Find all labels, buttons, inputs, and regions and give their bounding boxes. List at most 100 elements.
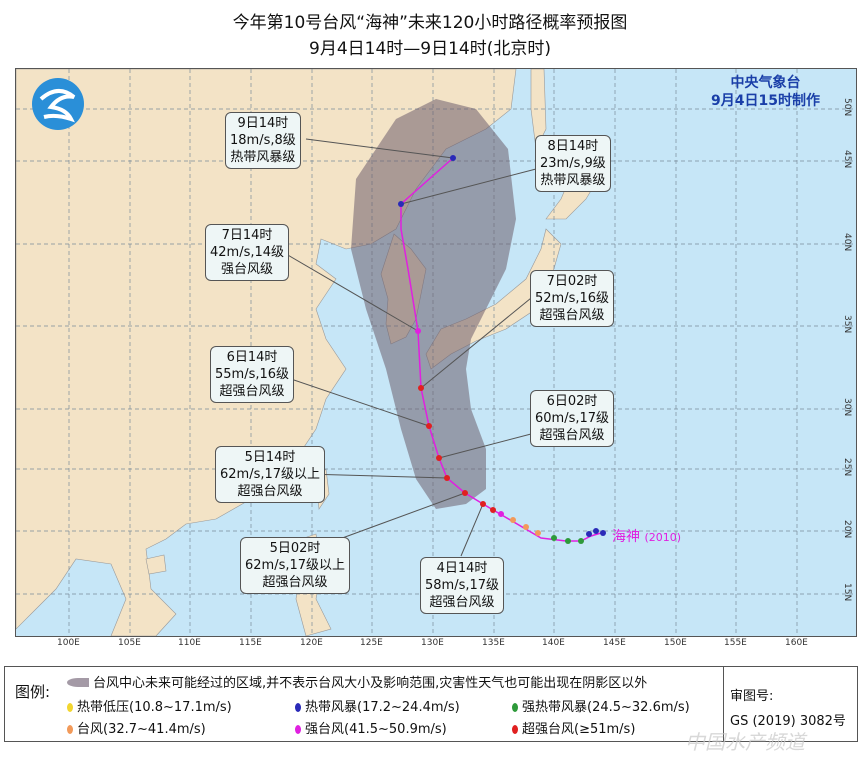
- callout-time: 6日02时: [546, 394, 598, 409]
- issue-time: 9月4日15时制作: [711, 93, 820, 109]
- legend-label: 强热带风暴(24.5~32.6m/s): [522, 700, 690, 715]
- legend-divider: [723, 667, 724, 741]
- watermark: 中国水产频道: [685, 730, 805, 754]
- callout-wind: 55m/s,16级: [215, 367, 290, 382]
- callout-wind: 58m/s,17级: [425, 578, 500, 593]
- land-hainan: [145, 554, 167, 575]
- review-number: GS (2019) 3082号: [730, 714, 846, 729]
- callout-level: 热带风暴级: [540, 173, 606, 188]
- typhoon-track-map: [15, 68, 857, 637]
- track-point: [510, 517, 516, 523]
- callout-wind: 60m/s,17级: [535, 411, 610, 426]
- callout-time: 6日14时: [226, 350, 278, 365]
- cma-logo: [32, 78, 84, 130]
- callout-level: 超强台风级: [429, 595, 495, 610]
- legend-item: 超强台风(≥51m/s): [512, 718, 635, 737]
- lat-tick: 40N: [842, 233, 852, 252]
- track-point: [418, 385, 424, 391]
- track-point: [498, 511, 504, 517]
- forecast-callout: 8日14时 23m/s,9级 热带风暴级: [535, 135, 611, 192]
- callout-time: 4日14时: [436, 561, 488, 576]
- track-point: [490, 507, 496, 513]
- typhoon-name-label: 海神 (2010): [612, 526, 681, 546]
- callout-wind: 52m/s,16级: [535, 291, 610, 306]
- review-label: 审图号:: [730, 689, 774, 704]
- lat-tick: 15N: [842, 583, 852, 602]
- lon-tick: 135E: [482, 638, 505, 648]
- map-title: 今年第10号台风“海神”未来120小时路径概率预报图: [232, 13, 628, 33]
- lon-tick: 105E: [118, 638, 141, 648]
- agency-name: 中央气象台: [730, 75, 801, 91]
- legend-item: 热带风暴(17.2~24.4m/s): [295, 696, 460, 715]
- track-point: [593, 528, 599, 534]
- callout-wind: 23m/s,9级: [540, 156, 606, 171]
- callout-time: 8日14时: [547, 139, 599, 154]
- callout-time: 5日02时: [269, 541, 321, 556]
- lon-tick: 140E: [542, 638, 565, 648]
- lat-tick: 35N: [842, 315, 852, 334]
- legend-item: 强热带风暴(24.5~32.6m/s): [512, 696, 690, 715]
- callout-time: 7日02时: [546, 274, 598, 289]
- callout-wind: 42m/s,14级: [210, 245, 285, 260]
- callout-level: 强台风级: [221, 262, 274, 277]
- legend-label: 热带低压(10.8~17.1m/s): [77, 700, 232, 715]
- track-point: [535, 530, 541, 536]
- typhoon-symbol-icon: [67, 725, 73, 734]
- forecast-callout: 6日02时 60m/s,17级 超强台风级: [530, 390, 615, 447]
- forecast-callout: 7日14时 42m/s,14级 强台风级: [205, 224, 290, 281]
- legend-label: 热带风暴(17.2~24.4m/s): [305, 700, 460, 715]
- lat-tick: 25N: [842, 458, 852, 477]
- track-point: [426, 423, 432, 429]
- typhoon-symbol-icon: [67, 703, 73, 712]
- track-points: [398, 155, 606, 544]
- map-canvas: [15, 68, 856, 637]
- lon-tick: 160E: [785, 638, 808, 648]
- track-point: [444, 475, 450, 481]
- legend-label: 超强台风(≥51m/s): [522, 722, 636, 737]
- lon-tick: 120E: [300, 638, 323, 648]
- typhoon-symbol-icon: [295, 703, 301, 712]
- lat-tick: 45N: [842, 150, 852, 169]
- legend-label: 强台风(41.5~50.9m/s): [305, 722, 447, 737]
- legend-item: 台风(32.7~41.4m/s): [67, 718, 206, 737]
- legend-cone: 台风中心未来可能经过的区域,并不表示台风大小及影响范围,灾害性天气也可能出现在阴…: [67, 672, 647, 691]
- callout-level: 超强台风级: [262, 575, 328, 590]
- callout-level: 超强台风级: [219, 384, 285, 399]
- track-point: [578, 538, 584, 544]
- lon-tick: 155E: [724, 638, 747, 648]
- forecast-callout: 5日02时 62m/s,17级以上 超强台风级: [240, 537, 351, 594]
- callout-level: 热带风暴级: [230, 150, 296, 165]
- typhoon-code: (2010): [644, 531, 682, 544]
- forecast-callout: 4日14时 58m/s,17级 超强台风级: [420, 557, 505, 614]
- legend: 图例: 台风中心未来可能经过的区域,并不表示台风大小及影响范围,灾害性天气也可能…: [4, 666, 858, 742]
- lon-tick: 125E: [360, 638, 383, 648]
- lon-tick: 115E: [239, 638, 262, 648]
- legend-label: 台风(32.7~41.4m/s): [77, 722, 206, 737]
- map-subtitle: 9月4日14时—9日14时(北京时): [309, 39, 551, 59]
- legend-cone-text: 台风中心未来可能经过的区域,并不表示台风大小及影响范围,灾害性天气也可能出现在阴…: [93, 676, 648, 691]
- callout-wind: 62m/s,17级以上: [245, 558, 346, 573]
- track-point: [462, 490, 468, 496]
- track-point: [586, 531, 592, 537]
- lon-tick: 145E: [603, 638, 626, 648]
- callout-wind: 18m/s,8级: [230, 133, 296, 148]
- forecast-callout: 6日14时 55m/s,16级 超强台风级: [210, 346, 295, 403]
- track-point: [565, 538, 571, 544]
- legend-item: 热带低压(10.8~17.1m/s): [67, 696, 232, 715]
- track-point: [523, 524, 529, 530]
- callout-time: 5日14时: [244, 450, 296, 465]
- callout-wind: 62m/s,17级以上: [220, 467, 321, 482]
- lat-tick: 20N: [842, 520, 852, 539]
- typhoon-symbol-icon: [512, 703, 518, 712]
- track-point: [415, 328, 421, 334]
- track-point: [450, 155, 456, 161]
- typhoon-name: 海神: [612, 529, 640, 545]
- lon-tick: 100E: [57, 638, 80, 648]
- typhoon-symbol-icon: [512, 725, 518, 734]
- legend-title: 图例:: [15, 683, 51, 701]
- lon-tick: 130E: [421, 638, 444, 648]
- forecast-callout: 7日02时 52m/s,16级 超强台风级: [530, 270, 615, 327]
- track-line: [400, 157, 602, 542]
- track-point: [480, 501, 486, 507]
- callout-time: 9日14时: [237, 116, 289, 131]
